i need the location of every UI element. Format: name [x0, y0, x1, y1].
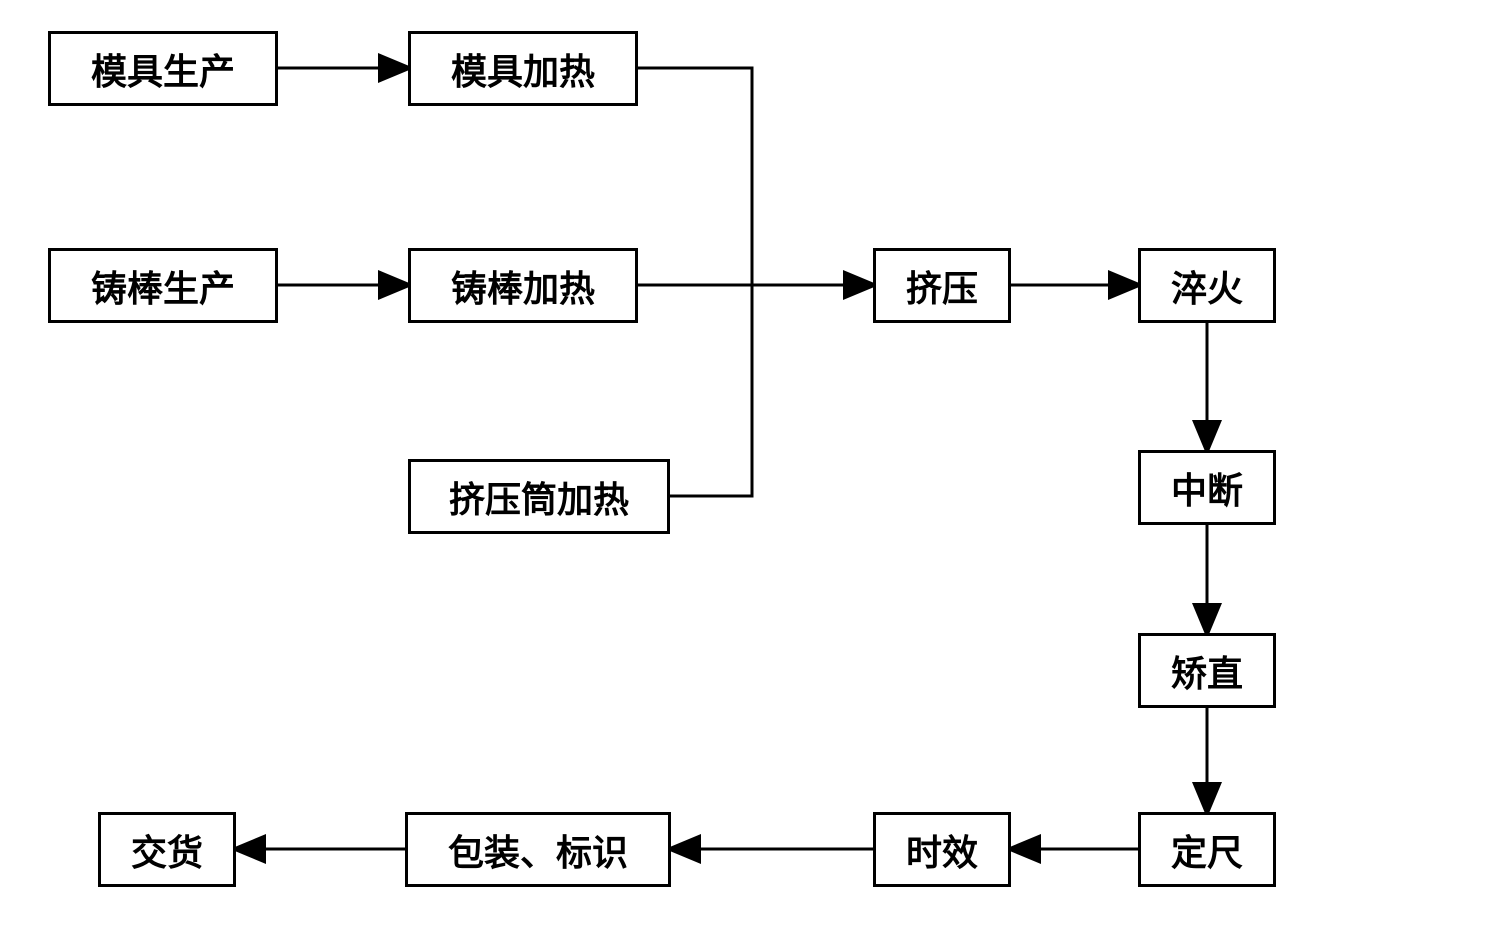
node-extrude: 挤压 — [873, 248, 1011, 323]
node-label-extrude: 挤压 — [906, 260, 978, 312]
node-billet_prod: 铸棒生产 — [48, 248, 278, 323]
node-label-billet_heat: 铸棒加热 — [451, 260, 595, 312]
node-cut: 定尺 — [1138, 812, 1276, 887]
node-label-aging: 时效 — [906, 824, 978, 876]
node-cylinder_heat: 挤压筒加热 — [408, 459, 670, 534]
node-label-mold_prod: 模具生产 — [91, 43, 235, 95]
node-mold_heat: 模具加热 — [408, 31, 638, 106]
node-label-quench: 淬火 — [1171, 260, 1243, 312]
node-label-cut: 定尺 — [1171, 824, 1243, 876]
node-aging: 时效 — [873, 812, 1011, 887]
node-label-deliver: 交货 — [131, 824, 203, 876]
node-billet_heat: 铸棒加热 — [408, 248, 638, 323]
node-label-straighten: 矫直 — [1171, 645, 1243, 697]
edge-mold_heat-to-extrude — [638, 68, 752, 285]
node-straighten: 矫直 — [1138, 633, 1276, 708]
node-mold_prod: 模具生产 — [48, 31, 278, 106]
node-label-pack: 包装、标识 — [448, 824, 628, 876]
node-label-billet_prod: 铸棒生产 — [91, 260, 235, 312]
edge-cylinder_heat-to-extrude — [670, 285, 752, 496]
node-interrupt: 中断 — [1138, 450, 1276, 525]
node-label-cylinder_heat: 挤压筒加热 — [449, 471, 629, 523]
node-deliver: 交货 — [98, 812, 236, 887]
node-quench: 淬火 — [1138, 248, 1276, 323]
node-label-mold_heat: 模具加热 — [451, 43, 595, 95]
node-pack: 包装、标识 — [405, 812, 671, 887]
node-label-interrupt: 中断 — [1171, 462, 1243, 514]
